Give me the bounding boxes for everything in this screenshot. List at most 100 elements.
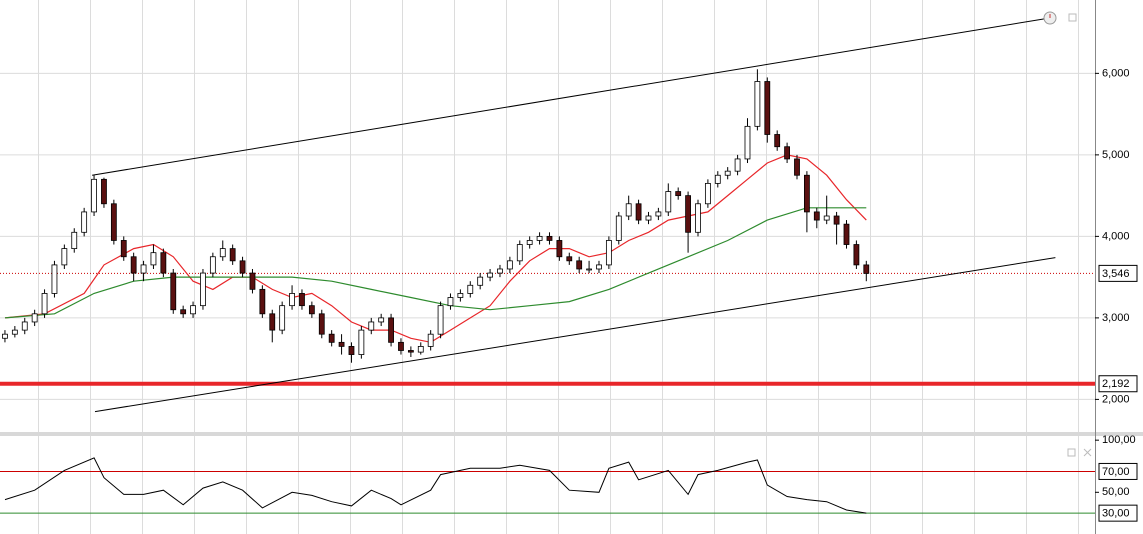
trendline [94, 257, 1056, 413]
candle-body [536, 235, 543, 241]
candle-body [704, 182, 711, 205]
candle-body [447, 297, 454, 307]
candle-body [61, 248, 68, 266]
candle-body [477, 276, 484, 286]
candle-body [348, 346, 355, 355]
candle-body [714, 174, 721, 184]
candle-body [51, 264, 58, 294]
candle-body [299, 293, 305, 307]
candle-body [249, 272, 256, 290]
candle-body [556, 240, 563, 258]
candle-body [11, 329, 18, 335]
candle-body [457, 293, 464, 298]
rsi-panel [0, 457, 1095, 514]
candle-body [279, 305, 286, 331]
candle-body [596, 264, 602, 270]
candle-body [21, 321, 28, 331]
candle-body [635, 203, 642, 221]
candle-body [368, 321, 375, 331]
y-tick-label: 5,000 [1102, 149, 1130, 161]
candle-body [734, 158, 741, 172]
candle-body [407, 350, 414, 353]
value-box-label: 30,00 [1102, 508, 1130, 520]
value-box-label: 70,00 [1102, 466, 1130, 478]
candle-body [81, 211, 88, 233]
candle-body [110, 203, 117, 241]
candle-body [764, 81, 771, 135]
candle-body [605, 240, 612, 266]
candle-body [318, 313, 325, 335]
candle-body [625, 203, 632, 217]
candle-body [209, 256, 216, 274]
candle-body [853, 244, 860, 266]
candle-body [487, 272, 493, 278]
candle-body [843, 223, 850, 245]
restore-icon[interactable] [1068, 13, 1077, 22]
candle-body [645, 215, 652, 221]
price-panel [0, 17, 1095, 413]
candle-body [101, 178, 107, 205]
candle-body [398, 341, 404, 351]
close-icon[interactable] [1083, 448, 1092, 457]
value-box [1098, 462, 1138, 480]
trendline [92, 17, 1051, 176]
candle-body [823, 215, 830, 221]
candle-body [546, 235, 553, 241]
candle-body [427, 333, 434, 347]
value-box [1098, 375, 1138, 393]
candle-body [200, 272, 206, 307]
candle-body [269, 313, 276, 331]
candle-body [289, 293, 295, 307]
candle-body [506, 260, 513, 270]
panel-divider [0, 432, 1143, 436]
candle-body [170, 272, 177, 311]
candle-body [526, 240, 533, 245]
candle-body [724, 170, 731, 176]
y-tick-label: 3,000 [1102, 312, 1130, 324]
value-box-label: 2,192 [1102, 378, 1130, 390]
candle-body [41, 293, 48, 315]
axis-layer: 2,000 3,000 4,000 5,000 6,000 3,546 2,192 50,00… [1095, 67, 1138, 522]
candle-body [803, 174, 810, 213]
candle-body [190, 305, 196, 315]
candle-body [31, 313, 38, 323]
candle-body [180, 309, 187, 315]
candle-body [160, 252, 167, 274]
candle-body [467, 284, 474, 294]
candle-body [754, 81, 761, 127]
candle-body [130, 256, 137, 274]
candle-body [338, 341, 345, 347]
candle-body [784, 146, 790, 160]
candle-body [685, 195, 691, 233]
candle-body [586, 268, 592, 271]
value-box [1098, 264, 1138, 282]
candle-body [71, 231, 78, 250]
candle-body [675, 191, 682, 197]
candle-body [794, 158, 800, 176]
candle-body [615, 215, 622, 241]
candle-body [417, 346, 424, 353]
candle-body [150, 252, 157, 266]
candle-body [744, 125, 751, 160]
y-tick-label: 4,000 [1102, 230, 1130, 242]
panel-icons [1043, 11, 1092, 457]
candle-body [91, 178, 97, 213]
candle-body [833, 215, 840, 225]
candle-body [229, 248, 236, 262]
y-tick-label: 50,00 [1102, 486, 1130, 498]
candle-body [328, 333, 335, 343]
candle-body [358, 329, 365, 355]
candle-body [516, 244, 523, 262]
candle-body [497, 268, 503, 274]
candle-body [655, 211, 662, 217]
candle-body [665, 191, 672, 213]
y-tick-label: 2,000 [1102, 393, 1130, 405]
candle-body [813, 211, 820, 221]
candle-body [259, 288, 266, 315]
candle-body [308, 305, 315, 315]
restore-icon[interactable] [1067, 448, 1076, 457]
candle-body [2, 333, 8, 339]
candle-body [695, 203, 701, 233]
